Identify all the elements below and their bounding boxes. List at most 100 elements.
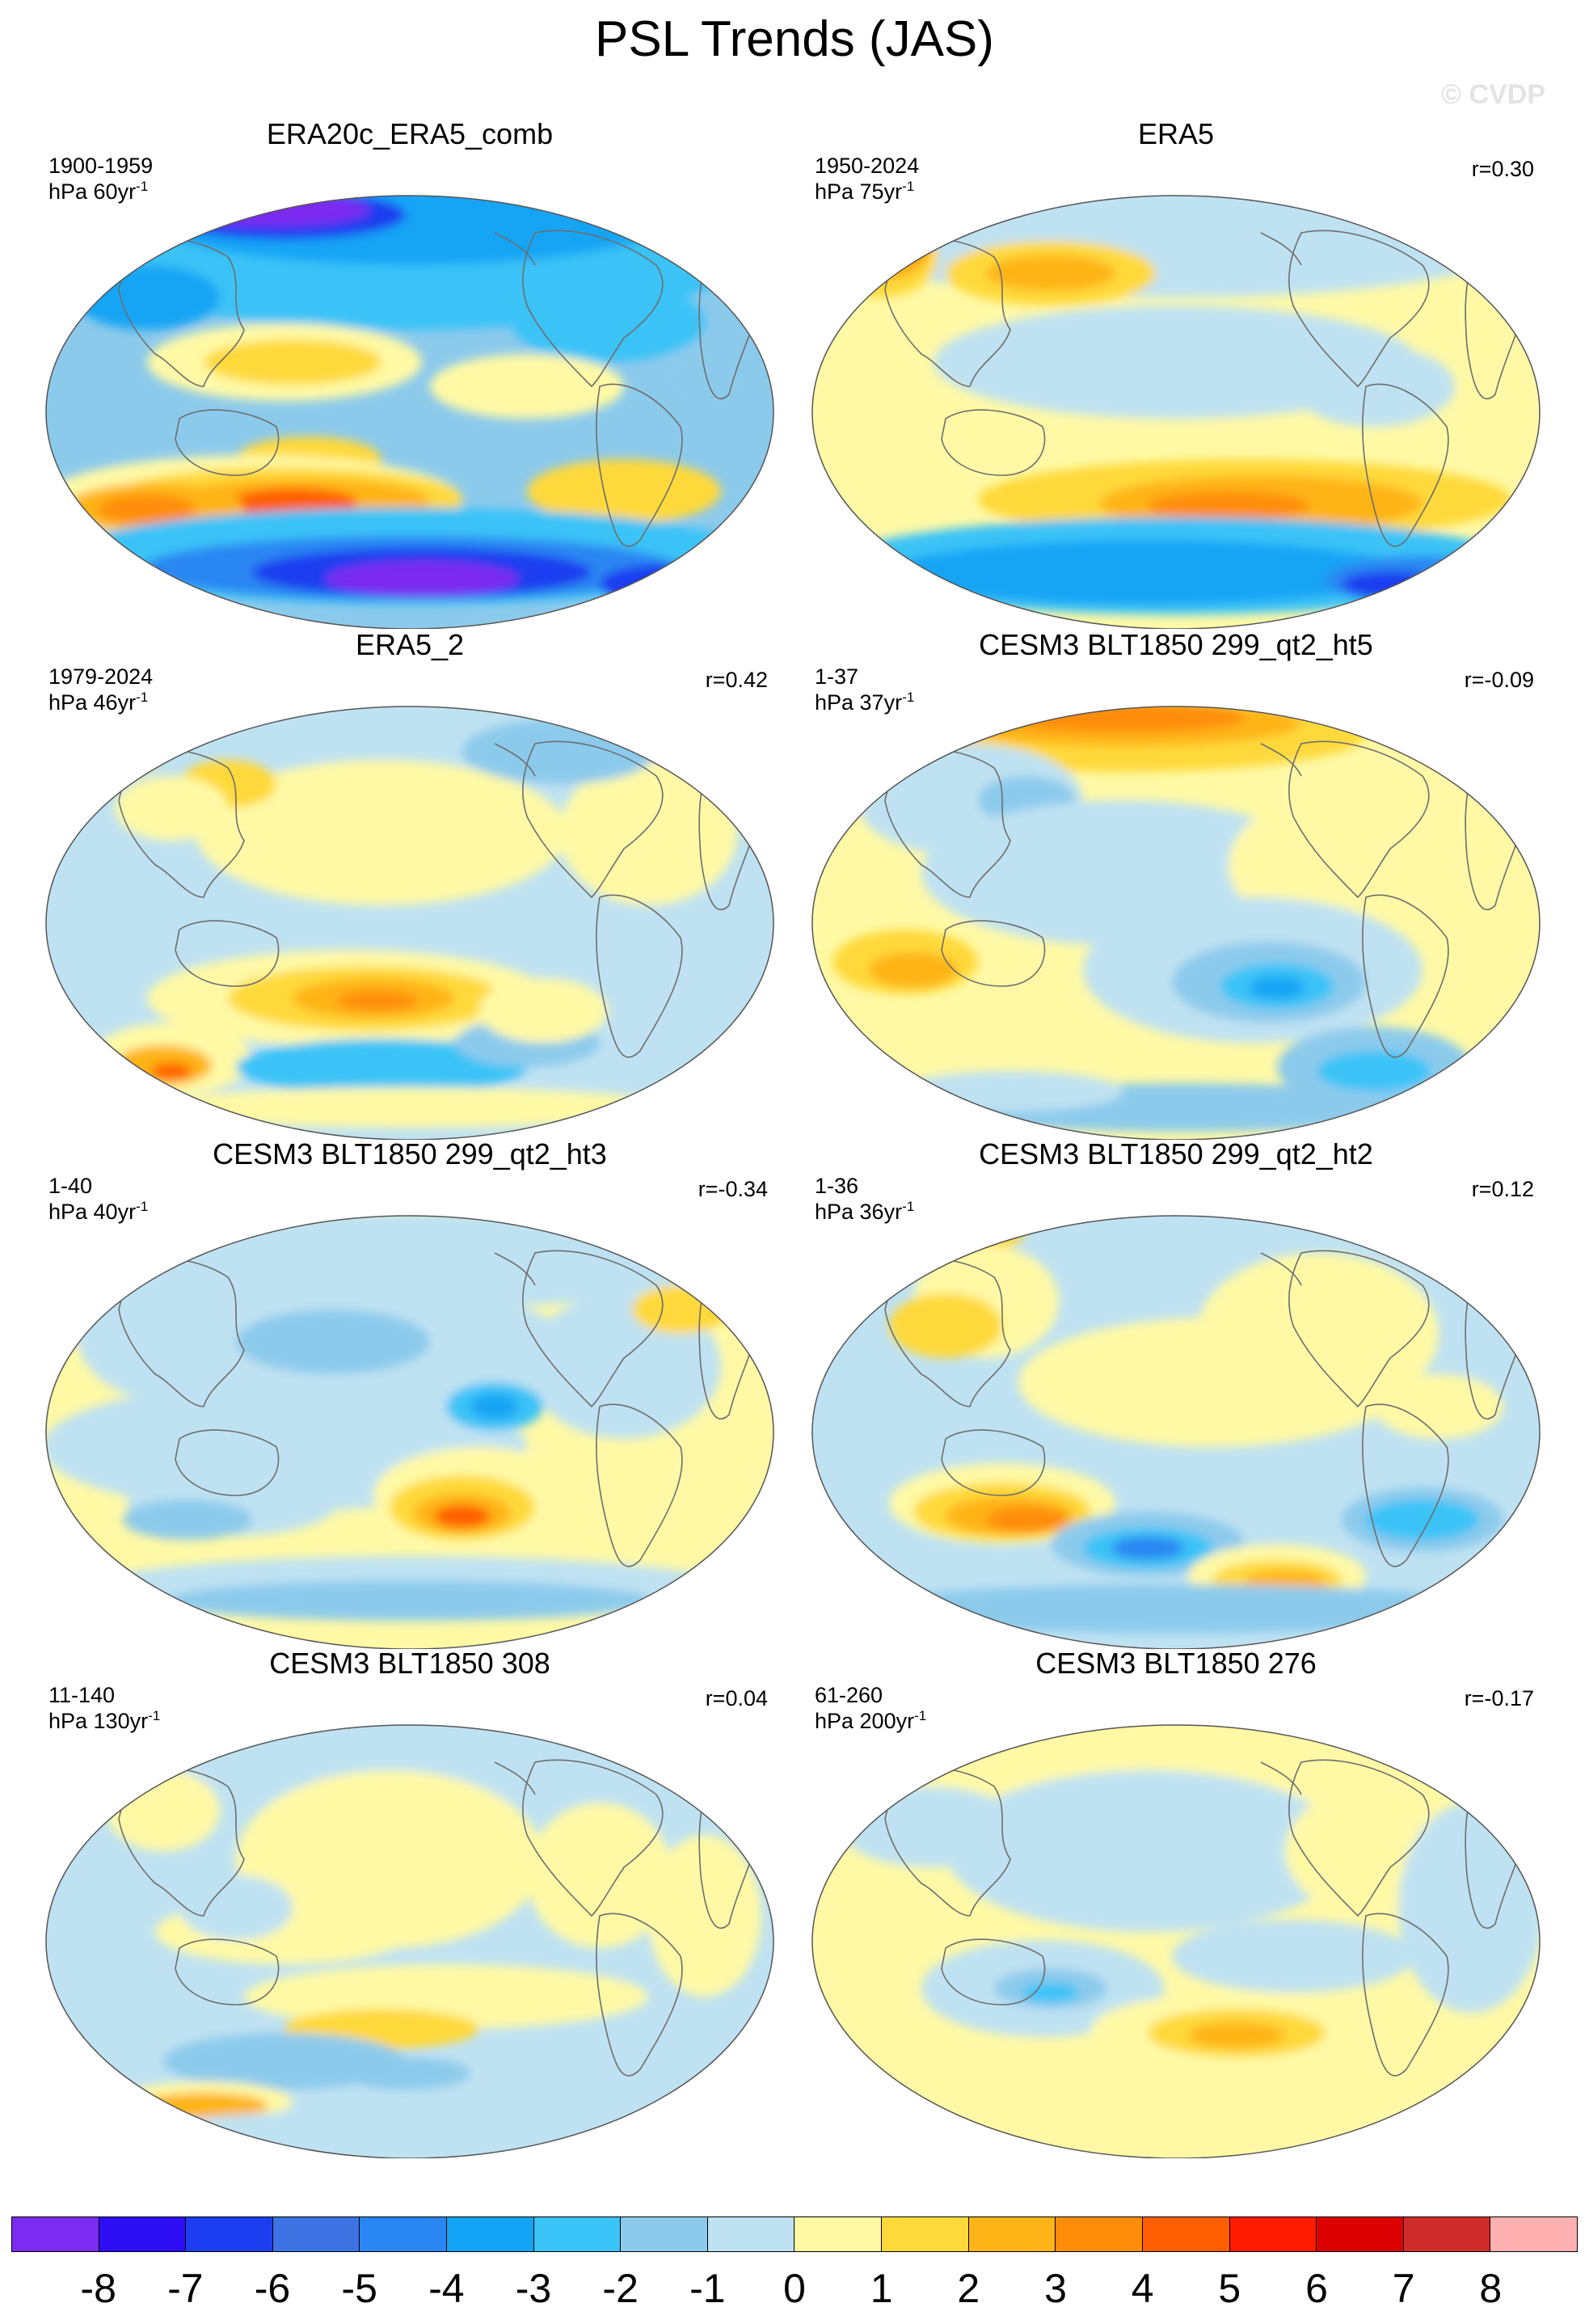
coastline [596,894,683,1058]
map-panel: CESM3 BLT1850 299_qt2_ht2 1-36 hPa 36yr-… [808,1140,1544,1649]
colorbar-tick-label: 6 [1305,2266,1328,2311]
coastline [884,237,1011,387]
map-svg [45,1215,774,1649]
trend-contour [1293,346,1455,427]
panel-correlation: r=0.30 [1471,157,1534,181]
coastline [596,383,683,547]
colorbar-tick-label: -3 [515,2266,552,2311]
colorbar-tick-label: -8 [80,2266,116,2311]
trend-contour [103,1216,717,1310]
coastline [175,409,280,476]
trend-contour [1342,572,1439,597]
coastline [941,920,1046,987]
panel-years: 1979-2024 [48,664,154,689]
colorbar-swatch [706,2217,794,2251]
colorbar-tick-label: 8 [1479,2266,1503,2311]
trend-contour [1317,1051,1431,1091]
panel-title: ERA20c_ERA5_comb [266,117,554,150]
map-panel: ERA5 1950-2024 hPa 75yr-1 r=0.30 [808,120,1544,629]
coastline [118,1766,245,1917]
colorbar-swatch [185,2217,272,2251]
colorbar-labels: -8 -7 -6 -5 -4 -3 -2 -1 0 1 2 3 4 5 6 7 8 [0,2268,1589,2317]
coastline [884,1766,1011,1917]
trend-contour [889,1293,1002,1358]
map-svg [811,1215,1541,1649]
map-field [812,1725,1540,2158]
trend-contour [143,196,676,265]
map-panel: ERA20c_ERA5_comb 1900-1959 hPa 60yr-1 [42,120,778,629]
trend-contour [1229,800,1406,930]
coastline [175,1429,280,1496]
trend-contour [143,1087,676,1128]
colorbar-tick-label: 0 [783,2266,806,2311]
map-panel: ERA5_2 1979-2024 hPa 46yr-1 r=0.42 [42,631,778,1140]
trend-contour [236,1310,430,1374]
coastline [522,740,664,899]
coastline [118,748,245,898]
panel-correlation: r=0.12 [1471,1177,1534,1201]
panel-years: 61-260 [815,1683,883,1707]
trend-contour [175,196,369,226]
trend-contour [99,495,196,524]
trend-contour [1188,2022,1285,2048]
colorbar-swatch [272,2217,360,2251]
coastline [1260,743,1302,777]
trend-contour [897,1071,1123,1111]
colorbar-swatch [12,2217,99,2251]
trend-contour [527,1803,672,1948]
trend-contour [434,1505,491,1528]
colorbar-tick-label: 3 [1044,2266,1067,2311]
trend-contour [430,354,624,419]
coastline [494,1761,536,1795]
colorbar-tick-label: -5 [341,2266,377,2311]
map-field [812,196,1540,629]
trend-contour [341,2057,470,2090]
coastline [175,920,280,987]
map-border [45,195,774,629]
trend-contour [656,346,753,411]
colorbar-tick-label: 7 [1392,2266,1415,2311]
page-title: PSL Trends (JAS) [595,11,994,67]
trend-contour [115,776,228,841]
colorbar-swatch [98,2217,186,2251]
coastline [1362,1913,1449,2077]
panel-title: ERA5_2 [355,628,465,661]
coastline [1260,232,1302,266]
panel-units: hPa 75yr-1 [815,179,915,204]
panel-units: hPa 130yr-1 [48,1708,161,1733]
trend-contour [1487,728,1540,776]
trend-contour [204,340,381,385]
map-border [811,706,1541,1140]
coastline [884,1257,1011,1407]
map-field [46,196,773,629]
coastline [494,1252,536,1286]
trend-contour [881,234,929,264]
panel-units: hPa 46yr-1 [48,690,149,715]
colorbar-swatch [446,2217,533,2251]
coastline [118,237,245,387]
map-panel: CESM3 BLT1850 308 11-140 hPa 130yr-1 r=0… [42,1649,778,2158]
coastline [1362,1403,1449,1567]
panel-years: 1950-2024 [815,154,920,178]
trend-contour [337,991,418,1010]
trend-contour [1471,1221,1540,1269]
coastline [1362,383,1449,547]
coastline [494,743,536,777]
coastlines [884,230,1528,547]
panel-correlation: r=-0.09 [1464,668,1534,692]
trend-contour [681,736,773,816]
trend-contour [1398,1803,1540,2013]
panel-correlation: r=-0.17 [1464,1686,1534,1710]
coastline [1288,740,1430,899]
trend-contour [986,255,1115,291]
colorbar-swatch [533,2217,621,2251]
coastline [175,1938,280,2006]
trend-contour [470,1394,519,1419]
colorbar-swatch [881,2217,968,2251]
trend-contour [196,760,567,905]
trend-contour [1172,1920,1414,1993]
trend-contour [845,231,925,280]
trend-contour [986,1507,1067,1533]
colorbar-swatch [1141,2217,1229,2251]
trend-contour [1022,1983,1079,2002]
